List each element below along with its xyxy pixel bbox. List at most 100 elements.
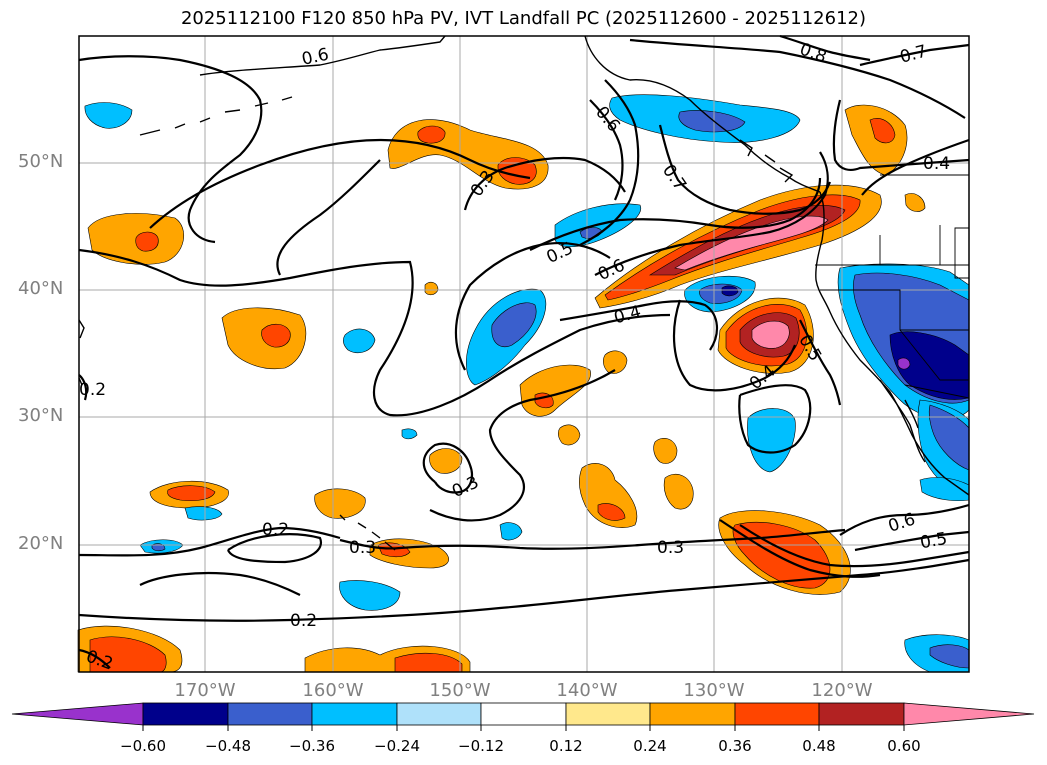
positive-blob-15	[603, 350, 628, 374]
positive-blob-3b	[417, 125, 446, 144]
contour-label: 0.4	[923, 154, 950, 174]
colorbar-segment	[649, 702, 736, 726]
contour-0p4-ne	[832, 99, 970, 171]
contour-0p4-a	[629, 38, 970, 196]
contour-label: 0.3	[657, 538, 684, 558]
colorbar-tick-label: 0.60	[887, 737, 921, 755]
contour-0p4-e	[738, 384, 812, 454]
contour-0p5-a	[529, 177, 822, 251]
coastline	[78, 35, 970, 551]
contour-0p3-f	[429, 369, 616, 522]
contour-0p7-b	[859, 43, 970, 67]
lon-label: 140°W	[556, 680, 618, 701]
colorbar-tick-label: 0.24	[633, 737, 667, 755]
contour-0p6-c	[839, 503, 970, 536]
colorbar-segment	[11, 702, 144, 726]
coast-gulf-california	[904, 399, 919, 429]
contour-label: 0.2	[290, 611, 317, 631]
coast-alaska	[199, 35, 446, 76]
positive-blob-19-red	[869, 118, 896, 144]
page-title: 2025112100 F120 850 hPa PV, IVT Landfall…	[180, 8, 867, 29]
negative-blob-w4	[184, 506, 223, 521]
contour-0p2-a	[78, 248, 671, 417]
negative-blob-w6	[499, 522, 523, 541]
contour-0p7-a	[658, 124, 832, 215]
positive-blob-21	[904, 193, 926, 212]
negative-blob-w1	[84, 102, 133, 129]
contour-label: 0.3	[349, 538, 376, 558]
colorbar-tick-label: −0.60	[120, 737, 166, 755]
lon-label: 170°W	[174, 680, 236, 701]
coast-baja	[879, 379, 926, 463]
positive-blob-12	[429, 448, 463, 474]
negative-blob-s1	[747, 408, 796, 473]
negative-blob-w7	[401, 428, 418, 440]
colorbar-segment	[903, 702, 1035, 726]
coast-aleutians	[139, 96, 293, 136]
positive-blob-4-red	[135, 231, 159, 252]
map-frame	[78, 35, 970, 673]
contour-0p3-c	[463, 156, 626, 211]
colorbar-segment	[227, 702, 313, 726]
coast-hawaii	[339, 514, 396, 551]
contour-0p3-south	[719, 519, 881, 578]
contour-0p4-f	[672, 299, 797, 392]
contour-0p5-d	[799, 319, 842, 406]
colorbar-tick-label: −0.24	[374, 737, 420, 755]
contour-label: 0.2	[262, 520, 289, 540]
colorbar	[11, 702, 1035, 731]
contour-0p8	[779, 34, 871, 62]
negative-blob-se-purple	[897, 357, 911, 370]
negative-blob-mid-mid	[491, 302, 537, 348]
positive-blob-8-red	[394, 652, 463, 673]
negative-blob-w2	[343, 328, 376, 353]
contour-0p5-c	[854, 530, 970, 552]
lat-label: 30°N	[18, 405, 64, 426]
colorbar-segment	[480, 702, 567, 726]
negative-blob-n-mid	[678, 110, 746, 133]
contour-0p4-d	[559, 300, 718, 351]
positive-blob-20	[424, 281, 439, 296]
positive-blob-18	[557, 424, 581, 446]
lon-label: 130°W	[683, 680, 745, 701]
contour-0p3-d	[339, 528, 846, 550]
coast-pacific-nw	[815, 191, 970, 496]
colorbar-tick-label: −0.48	[205, 737, 251, 755]
border-id	[879, 225, 941, 265]
contour-0p5-b	[579, 79, 640, 246]
positive-blob-5-red	[261, 323, 291, 348]
lat-label: 20°N	[18, 533, 64, 554]
positive-blob-9-red	[167, 485, 216, 502]
contour-0p2-sw	[78, 648, 111, 669]
colorbar-tick-label: −0.36	[289, 737, 335, 755]
positive-blob-17	[663, 474, 694, 510]
colorbar-segment	[142, 702, 229, 726]
contour-0p4-c	[454, 242, 611, 371]
negative-blob-w3	[339, 580, 401, 611]
contour-0p2-b	[78, 526, 341, 557]
colorbar-tick-label: 0.36	[718, 737, 752, 755]
negative-blob-se-lower-mid	[928, 404, 970, 471]
lon-label: 120°W	[811, 680, 873, 701]
colorbar-segment	[565, 702, 651, 726]
colorbar-tick-label: 0.12	[549, 737, 583, 755]
lat-label: 50°N	[18, 151, 64, 172]
contour-0p2-loop	[226, 533, 323, 564]
positive-blob-10	[314, 488, 366, 519]
contour-0p4-south	[739, 524, 970, 568]
border-nv-az	[899, 329, 969, 381]
contour-0p3-b	[78, 55, 263, 244]
shaded-field	[77, 94, 970, 673]
positive-blob-16	[653, 437, 678, 464]
border-ca-or	[820, 289, 969, 331]
contour-0p2-c	[78, 558, 970, 622]
border-mex	[904, 384, 970, 399]
positive-blob-14-red	[597, 503, 626, 521]
colorbar-segment	[734, 702, 820, 726]
contour-0p4-b	[276, 159, 381, 276]
colorbar-tick-label: 0.48	[802, 737, 836, 755]
lon-label: 150°W	[429, 680, 491, 701]
positive-blob-19	[844, 104, 908, 176]
contour-0p3-a	[149, 138, 531, 229]
coast-gulf-alaska	[584, 35, 821, 193]
